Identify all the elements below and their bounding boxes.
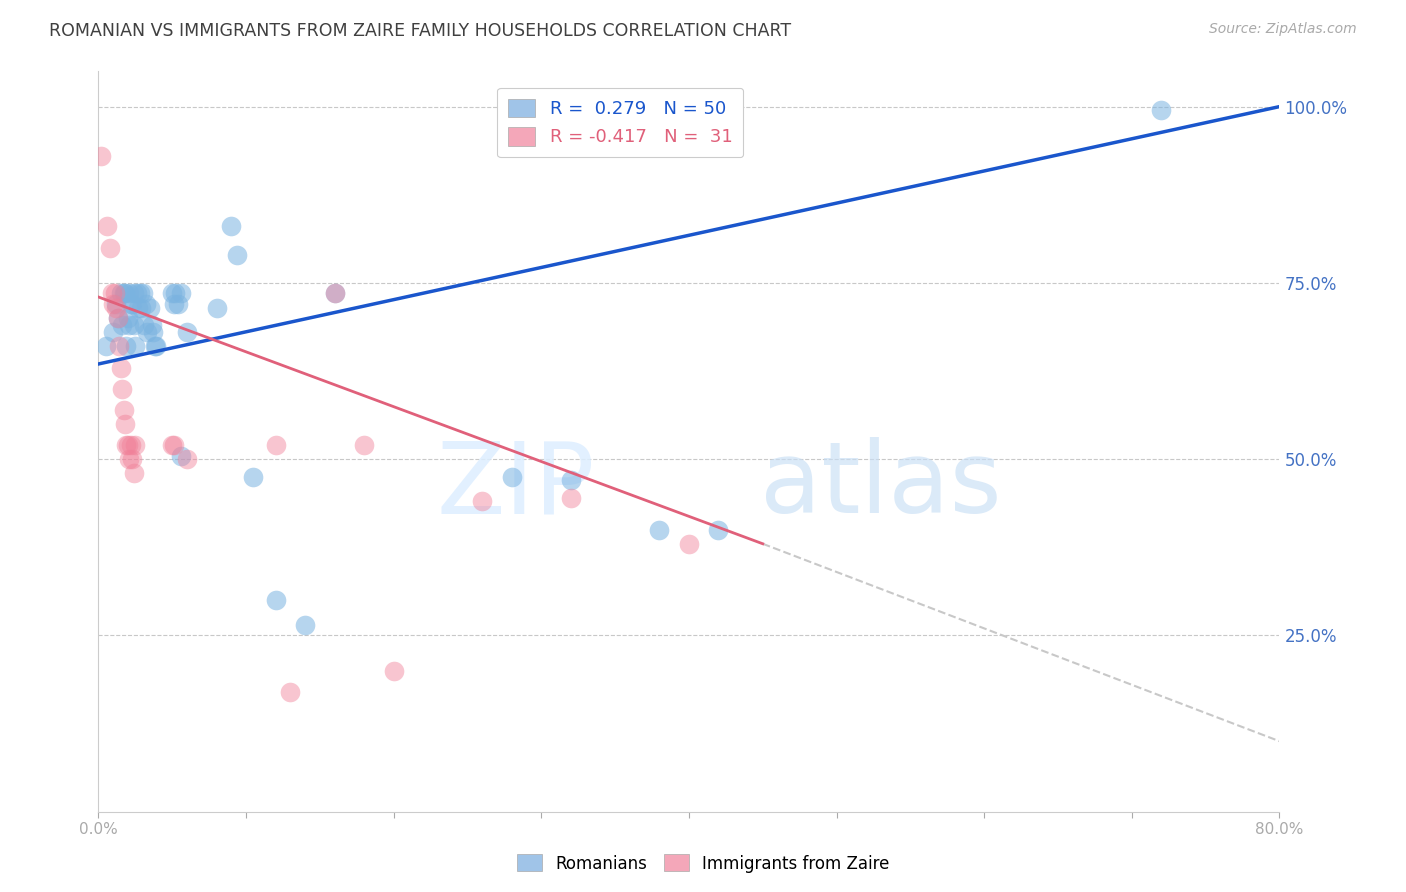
Point (471, 494, 494, 508)
Point (108, 339, 131, 353)
Point (560, 473, 582, 487)
Text: Source: ZipAtlas.com: Source: ZipAtlas.com (1209, 22, 1357, 37)
Point (132, 286, 155, 301)
Point (242, 470, 264, 484)
Point (90, 149, 112, 163)
Point (94, 339, 117, 353)
Point (107, 311, 129, 326)
Point (170, 449, 193, 463)
Point (120, 438, 142, 452)
Point (560, 491, 582, 505)
Point (96, 219, 118, 234)
Point (1150, 103, 1173, 117)
Point (139, 301, 162, 315)
Point (105, 297, 128, 311)
Point (110, 286, 132, 301)
Point (111, 382, 134, 396)
Point (353, 438, 375, 452)
Point (122, 286, 145, 301)
Point (264, 438, 287, 452)
Point (167, 297, 190, 311)
Point (163, 297, 186, 311)
Point (121, 297, 143, 311)
Point (112, 402, 135, 417)
Point (117, 311, 139, 326)
Point (136, 325, 159, 339)
Point (648, 523, 671, 537)
Point (264, 593, 287, 607)
Point (105, 301, 128, 315)
Point (176, 325, 198, 339)
Point (104, 286, 127, 301)
Point (382, 664, 405, 678)
Point (163, 438, 186, 452)
Point (115, 339, 138, 353)
Point (205, 301, 228, 315)
Point (323, 286, 346, 301)
Point (142, 325, 165, 339)
Point (134, 318, 156, 333)
Point (124, 438, 146, 452)
Point (323, 286, 346, 301)
Point (129, 301, 152, 315)
Point (501, 470, 523, 484)
Point (118, 286, 141, 301)
Point (120, 297, 142, 311)
Point (122, 318, 145, 333)
Point (143, 339, 166, 353)
Point (115, 438, 138, 452)
Point (127, 301, 149, 315)
Text: ZIP: ZIP (436, 437, 595, 534)
Point (122, 467, 145, 481)
Point (98, 241, 121, 255)
Point (118, 452, 141, 467)
Point (110, 360, 132, 375)
Point (221, 219, 243, 234)
Point (114, 286, 136, 301)
Point (678, 537, 700, 551)
Point (125, 286, 148, 301)
Point (111, 318, 134, 333)
Point (707, 523, 730, 537)
Point (128, 286, 150, 301)
Point (124, 339, 146, 353)
Point (170, 286, 193, 301)
Point (294, 618, 316, 632)
Text: ROMANIAN VS IMMIGRANTS FROM ZAIRE FAMILY HOUSEHOLDS CORRELATION CHART: ROMANIAN VS IMMIGRANTS FROM ZAIRE FAMILY… (49, 22, 792, 40)
Point (176, 452, 198, 467)
Point (145, 339, 167, 353)
Point (118, 318, 141, 333)
Point (121, 452, 143, 467)
Point (112, 286, 135, 301)
Point (162, 438, 183, 452)
Point (165, 286, 187, 301)
Point (100, 286, 122, 301)
Point (103, 297, 125, 311)
Point (141, 318, 163, 333)
Legend: R =  0.279   N = 50, R = -0.417   N =  31: R = 0.279 N = 50, R = -0.417 N = 31 (498, 87, 744, 157)
Point (278, 685, 302, 699)
Point (226, 248, 249, 262)
Point (135, 297, 157, 311)
Point (107, 311, 129, 326)
Point (162, 286, 183, 301)
Point (117, 438, 139, 452)
Legend: Romanians, Immigrants from Zaire: Romanians, Immigrants from Zaire (510, 847, 896, 880)
Point (103, 325, 125, 339)
Text: atlas: atlas (759, 437, 1001, 534)
Point (114, 417, 136, 431)
